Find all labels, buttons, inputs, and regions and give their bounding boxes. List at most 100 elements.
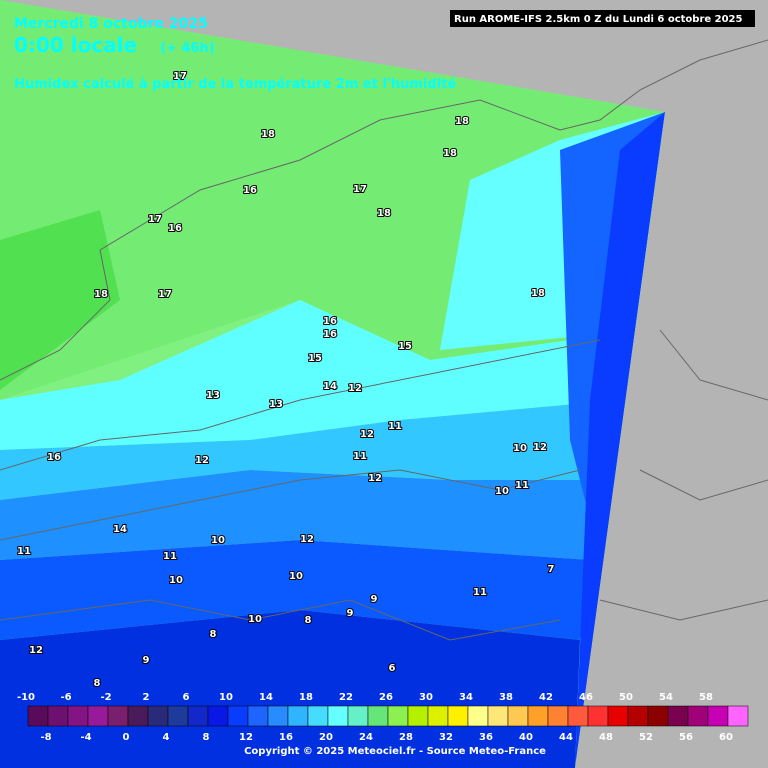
contour-label: 18 xyxy=(377,208,391,219)
scale-label: 26 xyxy=(379,692,393,703)
colorbar-cell xyxy=(127,705,149,727)
colorbar-cell xyxy=(227,705,249,727)
contour-label: 15 xyxy=(398,341,412,352)
colorbar-cell xyxy=(47,705,69,727)
colorbar-cell xyxy=(347,705,369,727)
scale-label: 30 xyxy=(419,692,433,703)
contour-label: 18 xyxy=(455,116,469,127)
contour-label: 11 xyxy=(388,421,402,432)
colorbar-cell xyxy=(167,705,189,727)
contour-label: 10 xyxy=(495,486,509,497)
contour-label: 10 xyxy=(169,575,183,586)
scale-label: 60 xyxy=(719,732,733,743)
colorbar-cell xyxy=(387,705,409,727)
contour-label: 14 xyxy=(323,381,337,392)
scale-label: 46 xyxy=(579,692,593,703)
run-info: Run AROME-IFS 2.5km 0 Z du Lundi 6 octob… xyxy=(454,14,743,25)
contour-label: 16 xyxy=(47,452,61,463)
contour-label: 18 xyxy=(443,148,457,159)
contour-label: 6 xyxy=(389,663,396,674)
contour-label: 12 xyxy=(29,645,43,656)
colorbar-cell xyxy=(507,705,529,727)
colorbar-cell xyxy=(467,705,489,727)
colorbar-cell xyxy=(87,705,109,727)
contour-label: 12 xyxy=(533,442,547,453)
colorbar-cell xyxy=(407,705,429,727)
contour-label: 10 xyxy=(513,443,527,454)
scale-label: -10 xyxy=(17,692,35,703)
scale-label: 38 xyxy=(499,692,513,703)
contour-label: 8 xyxy=(305,615,312,626)
scale-label: 16 xyxy=(279,732,293,743)
scale-label: 14 xyxy=(259,692,273,703)
contour-label: 12 xyxy=(348,383,362,394)
scale-label: 22 xyxy=(339,692,353,703)
scale-label: 50 xyxy=(619,692,633,703)
colorbar-cell xyxy=(187,705,209,727)
scale-label: 52 xyxy=(639,732,653,743)
border xyxy=(639,469,768,501)
contour-label: 12 xyxy=(360,429,374,440)
lead-time: (+ 46h) xyxy=(160,41,215,56)
contour-label: 9 xyxy=(371,594,378,605)
colorbar-cell xyxy=(487,705,509,727)
scale-label: 48 xyxy=(599,732,613,743)
scale-label: -6 xyxy=(60,692,71,703)
colorbar-cell xyxy=(687,705,709,727)
colorbar-cell xyxy=(147,705,169,727)
contour-label: 17 xyxy=(148,214,162,225)
scale-label: 4 xyxy=(163,732,170,743)
copyright: Copyright © 2025 Meteociel.fr - Source M… xyxy=(244,746,546,757)
colorbar-cell xyxy=(607,705,629,727)
scale-label: 2 xyxy=(143,692,150,703)
contour-label: 16 xyxy=(323,316,337,327)
scale-label: 58 xyxy=(699,692,713,703)
contour-label: 16 xyxy=(168,223,182,234)
colorbar-cell xyxy=(707,705,729,727)
colorbar-cell xyxy=(307,705,329,727)
scale-label: 24 xyxy=(359,732,373,743)
scale-label: 54 xyxy=(659,692,673,703)
contour-label: 12 xyxy=(300,534,314,545)
scale-label: 20 xyxy=(319,732,333,743)
contour-label: 17 xyxy=(158,289,172,300)
colorbar-cell xyxy=(107,705,129,727)
scale-label: 10 xyxy=(219,692,233,703)
run-box xyxy=(450,10,755,27)
contour-label: 11 xyxy=(353,451,367,462)
scale-label: 56 xyxy=(679,732,693,743)
contour-label: 17 xyxy=(173,71,187,82)
border xyxy=(659,329,768,401)
colorbar-cell xyxy=(547,705,569,727)
colorbar-cell xyxy=(267,705,289,727)
scale-label: 6 xyxy=(183,692,190,703)
contour-label: 13 xyxy=(206,390,220,401)
colorbar-cell xyxy=(527,705,549,727)
colorbar-cell xyxy=(287,705,309,727)
colorbar-cell xyxy=(27,705,49,727)
contour-label: 11 xyxy=(17,546,31,557)
colorbar-cell xyxy=(427,705,449,727)
contour-label: 9 xyxy=(347,608,354,619)
contour-label: 17 xyxy=(353,184,367,195)
contour-label: 12 xyxy=(195,455,209,466)
contour-label: 14 xyxy=(113,524,127,535)
contour-labels: 18 18 18 17 16 17 16 18 18 17 17 18 16 16 15 15 14 13 12 13… xyxy=(16,70,555,690)
contour-label: 12 xyxy=(368,473,382,484)
colorbar-cell xyxy=(67,705,89,727)
contour-label: 11 xyxy=(473,587,487,598)
contour-label: 9 xyxy=(143,655,150,666)
map-title: Humidex calculé à partir de la températu… xyxy=(14,77,456,92)
contour-label: 18 xyxy=(94,289,108,300)
colorbar-cell xyxy=(327,705,349,727)
contour-label: 7 xyxy=(548,564,555,575)
colorbar-cell xyxy=(367,705,389,727)
contour-label: 10 xyxy=(211,535,225,546)
contour-label: 8 xyxy=(210,629,217,640)
border xyxy=(559,39,768,131)
scale-label: 28 xyxy=(399,732,413,743)
border xyxy=(599,599,768,621)
scale-label: 34 xyxy=(459,692,473,703)
colorbar-cell xyxy=(587,705,609,727)
contour-label: 15 xyxy=(308,353,322,364)
